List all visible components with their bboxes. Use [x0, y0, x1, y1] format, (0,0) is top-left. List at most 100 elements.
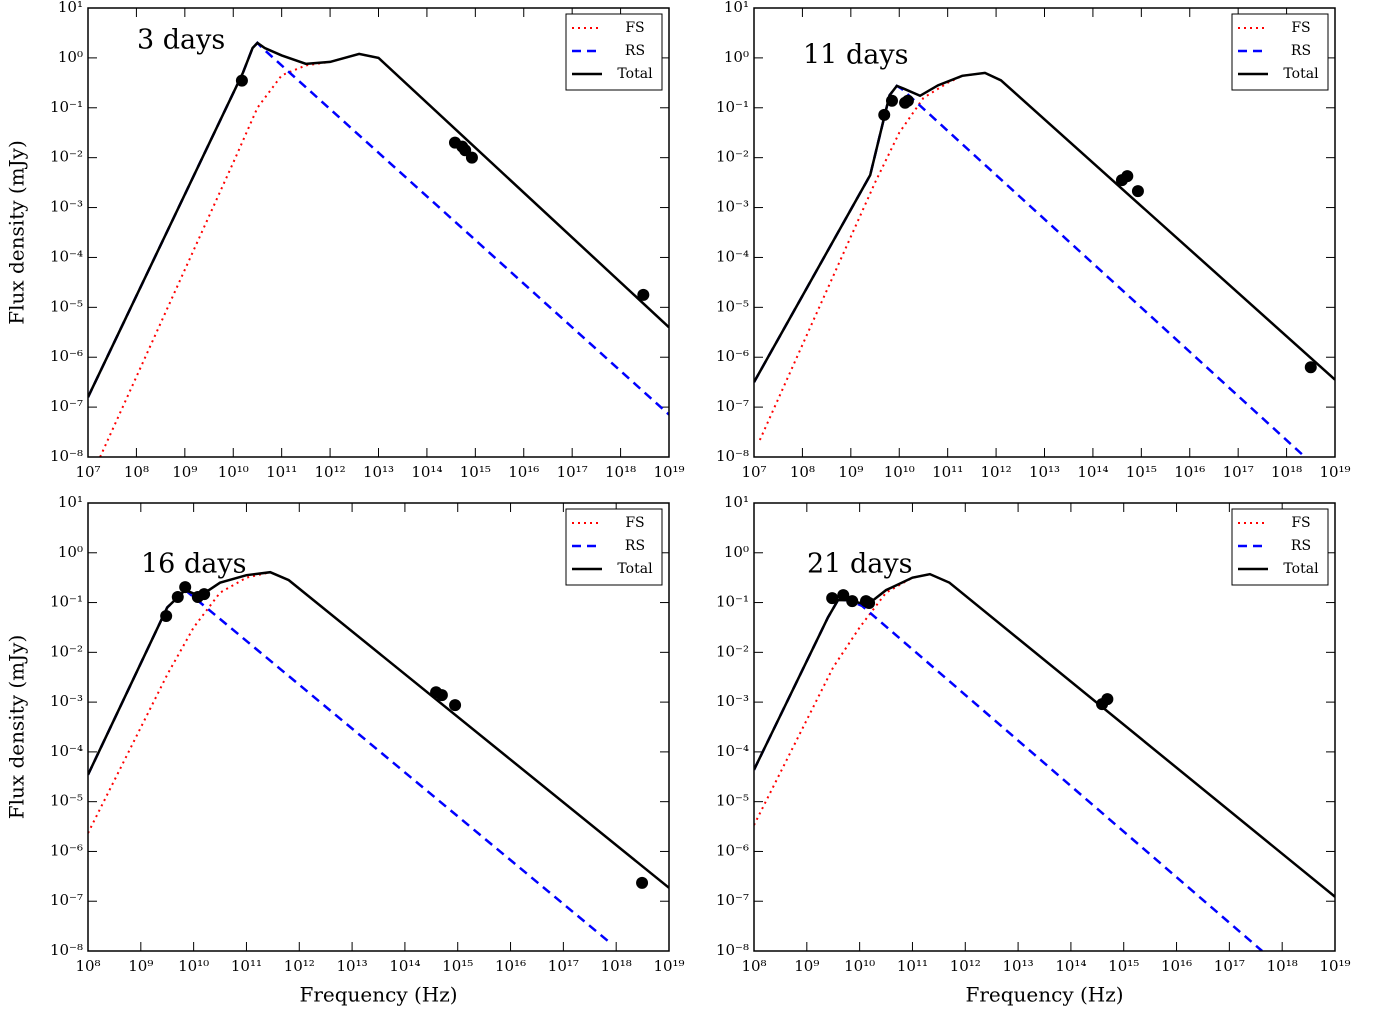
y-tick-label: 10⁻⁴	[50, 247, 83, 265]
legend-label: Total	[617, 66, 653, 82]
x-tick-label: 10¹⁴	[1055, 957, 1086, 975]
data-point	[1131, 185, 1144, 198]
y-tick-label: 10⁻⁷	[716, 891, 749, 909]
y-tick-label: 10⁻⁴	[50, 742, 83, 760]
data-point	[863, 597, 876, 610]
x-tick-label: 10¹²	[981, 463, 1012, 481]
annotation: 16 days	[141, 549, 246, 580]
x-tick-label: 10¹¹	[231, 957, 262, 975]
y-tick-label: 10⁰	[58, 48, 83, 66]
y-tick-label: 10⁻⁸	[50, 941, 83, 959]
data-point	[435, 689, 448, 702]
data-point	[160, 609, 173, 622]
x-tick-label: 10⁸	[75, 957, 100, 975]
x-tick-label: 10¹⁰	[218, 463, 249, 481]
legend-label: FS	[1291, 515, 1310, 531]
x-tick-label: 10¹¹	[897, 957, 928, 975]
y-tick-label: 10⁰	[58, 543, 83, 561]
data-point	[1304, 361, 1317, 374]
y-tick-label: 10⁻⁵	[50, 297, 83, 315]
legend-box	[565, 13, 663, 91]
y-tick-label: 10⁻²	[50, 148, 83, 166]
legend-label: RS	[625, 538, 645, 554]
x-tick-label: 10¹⁷	[548, 957, 579, 975]
x-tick-label: 10¹³	[337, 957, 368, 975]
x-tick-label: 10¹¹	[266, 463, 297, 481]
y-tick-label: 10⁻²	[716, 148, 749, 166]
legend-label: Total	[1283, 561, 1319, 577]
data-point	[179, 581, 192, 594]
y-tick-label: 10⁻⁷	[50, 891, 83, 909]
x-tick-label: 10¹²	[284, 957, 315, 975]
x-tick-label: 10¹⁵	[442, 957, 473, 975]
x-tick-label: 10¹⁸	[1267, 957, 1298, 975]
series-line	[88, 571, 669, 889]
legend-label: FS	[625, 515, 644, 531]
x-axis-label: Frequency (Hz)	[299, 983, 457, 1007]
y-tick-label: 10⁻¹	[50, 593, 83, 611]
y-tick-label: 10⁻⁸	[716, 447, 749, 465]
x-tick-label: 10¹⁷	[557, 463, 588, 481]
y-axis-label: Flux density (mJy)	[5, 635, 29, 820]
legend-label: RS	[1291, 43, 1311, 59]
y-tick-label: 10⁰	[724, 543, 749, 561]
x-tick-label: 10¹⁹	[653, 463, 684, 481]
data-point	[901, 94, 914, 107]
y-tick-label: 10⁻⁶	[716, 347, 749, 365]
y-tick-label: 10⁻⁵	[50, 792, 83, 810]
y-tick-label: 10⁻⁵	[716, 792, 749, 810]
x-tick-label: 10¹⁴	[411, 463, 442, 481]
y-tick-label: 10⁻³	[716, 198, 749, 216]
lines	[88, 41, 669, 457]
y-tick-label: 10¹	[724, 0, 749, 16]
series-line	[88, 570, 669, 889]
y-tick-label: 10⁻¹	[716, 593, 749, 611]
y-tick-label: 10⁻⁸	[716, 941, 749, 959]
plot-frame	[753, 502, 1336, 952]
x-tick-label: 10¹⁹	[1319, 463, 1350, 481]
lines	[88, 570, 669, 944]
data-point	[885, 94, 898, 107]
plot-frame	[87, 7, 670, 458]
x-tick-label: 10¹⁴	[389, 957, 420, 975]
legend-label: Total	[617, 561, 653, 577]
y-tick-label: 10⁻⁶	[50, 841, 83, 859]
y-tick-label: 10⁻⁷	[716, 397, 749, 415]
data-point	[465, 151, 478, 164]
panel: 10⁸ 10⁹ 10¹⁰ 10¹¹ 10¹² 10¹³ 10¹⁴ 10¹⁵ 10¹⁶ 10¹⁷ 10…	[716, 493, 1351, 1007]
x-tick-label: 10⁷	[75, 463, 100, 481]
panel: 10⁸ 10⁹ 10¹⁰ 10¹¹ 10¹² 10¹³ 10¹⁴ 10¹⁵ 10¹⁶ 10¹⁷ 10…	[5, 493, 685, 1007]
y-tick-label: 10⁻⁸	[50, 447, 83, 465]
data-point	[826, 592, 839, 605]
x-tick-label: 10¹⁵	[460, 463, 491, 481]
lines	[754, 572, 1335, 951]
series-line	[754, 84, 1306, 457]
y-tick-label: 10¹	[58, 0, 83, 16]
y-tick-label: 10⁻³	[50, 692, 83, 710]
data-point	[846, 595, 859, 608]
x-tick-label: 10¹⁷	[1214, 957, 1245, 975]
x-tick-label: 10¹¹	[932, 463, 963, 481]
legend-label: RS	[625, 43, 645, 59]
data-point	[636, 876, 649, 889]
legend-label: Total	[1283, 66, 1319, 82]
x-tick-label: 10¹⁴	[1077, 463, 1108, 481]
data-point	[171, 591, 184, 604]
x-tick-label: 10¹³	[1029, 463, 1060, 481]
x-tick-label: 10¹⁸	[1271, 463, 1302, 481]
x-tick-label: 10⁸	[790, 463, 815, 481]
data-point	[1101, 693, 1114, 706]
legend-box	[565, 508, 663, 586]
series-line	[754, 572, 1335, 898]
x-tick-label: 10¹⁶	[495, 957, 526, 975]
x-axis-label: Frequency (Hz)	[965, 983, 1123, 1007]
data-point	[878, 108, 891, 121]
legend-label: RS	[1291, 538, 1311, 554]
legend-box	[1231, 508, 1329, 586]
series-line	[754, 71, 1335, 383]
x-tick-label: 10¹⁰	[884, 463, 915, 481]
y-tick-label: 10⁻⁶	[716, 841, 749, 859]
x-tick-label: 10¹⁰	[178, 957, 209, 975]
x-tick-label: 10⁹	[838, 463, 863, 481]
x-tick-label: 10¹⁵	[1126, 463, 1157, 481]
